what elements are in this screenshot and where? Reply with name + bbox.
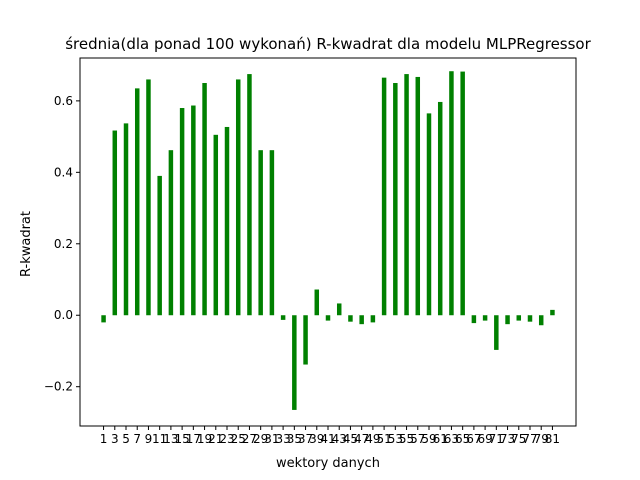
x-tick-label: 65: [455, 432, 470, 446]
y-tick-label: −0.2: [44, 380, 73, 394]
bar: [527, 315, 533, 322]
bar: [393, 83, 398, 316]
x-tick-label: 69: [477, 432, 492, 446]
bar: [146, 79, 151, 316]
bar: [269, 150, 275, 316]
x-tick-label: 43: [332, 432, 347, 446]
bar: [482, 315, 488, 321]
x-tick-label: 41: [320, 432, 335, 446]
x-tick-label: 1: [100, 432, 108, 446]
bar: [370, 315, 376, 323]
bar: [359, 315, 364, 325]
bar: [134, 88, 140, 316]
x-tick-label: 15: [174, 432, 189, 446]
bar: [348, 315, 353, 322]
bar: [258, 150, 263, 316]
y-tick-label: 0.4: [54, 165, 73, 179]
x-tick-label: 35: [287, 432, 302, 446]
bar: [460, 71, 465, 316]
x-tick-label: 73: [500, 432, 515, 446]
bar: [303, 315, 308, 365]
bar: [516, 315, 522, 321]
bar: [292, 315, 297, 410]
x-tick-label: 49: [365, 432, 380, 446]
bar: [426, 113, 432, 316]
bar: [381, 77, 387, 316]
bar: [325, 315, 331, 321]
bars-group: [101, 71, 555, 410]
x-tick-label: 5: [122, 432, 130, 446]
x-tick-label: 63: [444, 432, 459, 446]
bar: [202, 83, 207, 316]
bar: [191, 105, 196, 316]
y-tick-label: 0.0: [54, 308, 73, 322]
x-tick-label: 13: [163, 432, 178, 446]
x-tick-label: 51: [376, 432, 391, 446]
x-tick-label: 71: [489, 432, 504, 446]
bar: [123, 123, 129, 316]
x-tick-label: 79: [534, 432, 549, 446]
x-tick-label: 17: [186, 432, 201, 446]
bar: [157, 175, 162, 316]
bar: [168, 150, 174, 316]
x-tick-label: 61: [433, 432, 448, 446]
x-tick-label: 33: [275, 432, 290, 446]
bar: [437, 101, 443, 316]
y-axis-label: R-kwadrat: [19, 211, 34, 277]
x-tick-label: 31: [264, 432, 279, 446]
x-axis-label: wektory danych: [276, 456, 380, 471]
x-tick-label: 11: [152, 432, 167, 446]
x-tick-label: 7: [133, 432, 141, 446]
x-tick-label: 67: [466, 432, 481, 446]
x-tick-label: 75: [511, 432, 526, 446]
x-tick-label: 45: [343, 432, 358, 446]
x-tick-label: 9: [145, 432, 153, 446]
x-tick-label: 59: [421, 432, 436, 446]
x-tick-label: 25: [231, 432, 246, 446]
x-tick-label: 47: [354, 432, 369, 446]
bar: [179, 108, 185, 316]
x-tick-label: 27: [242, 432, 257, 446]
x-tick-label: 21: [208, 432, 223, 446]
y-tick-label: 0.2: [54, 237, 73, 251]
bar: [494, 315, 499, 350]
x-tick-label: 77: [522, 432, 537, 446]
bar: [415, 76, 421, 316]
bar: [247, 74, 252, 316]
x-tick-label: 55: [399, 432, 414, 446]
bar: [213, 134, 219, 316]
bar: [336, 303, 342, 316]
x-tick-label: 39: [309, 432, 324, 446]
x-tick-label: 29: [253, 432, 268, 446]
bar: [224, 126, 230, 316]
bar: [112, 130, 118, 316]
y-tick-label: 0.6: [54, 94, 73, 108]
bar: [471, 315, 477, 324]
bar: [404, 74, 409, 316]
x-tick-label: 81: [545, 432, 560, 446]
bar: [235, 79, 241, 316]
bar: [449, 71, 454, 316]
bar: [505, 315, 510, 325]
y-axis-ticks: −0.2 0.0 0.2 0.4 0.6: [44, 94, 80, 394]
bar: [101, 315, 106, 323]
x-tick-label: 3: [111, 432, 119, 446]
bar: [538, 315, 544, 326]
bar: [280, 315, 286, 320]
x-tick-label: 23: [219, 432, 234, 446]
chart-title: średnia(dla ponad 100 wykonań) R-kwadrat…: [65, 35, 591, 53]
x-tick-label: 57: [410, 432, 425, 446]
x-tick-label: 19: [197, 432, 212, 446]
x-tick-label: 53: [388, 432, 403, 446]
bar: [314, 289, 320, 316]
x-tick-label: 37: [298, 432, 313, 446]
x-axis-ticks: 1 3 5 7 9 11131517192123252729313335373941434…: [100, 426, 560, 446]
bar: [550, 309, 555, 316]
